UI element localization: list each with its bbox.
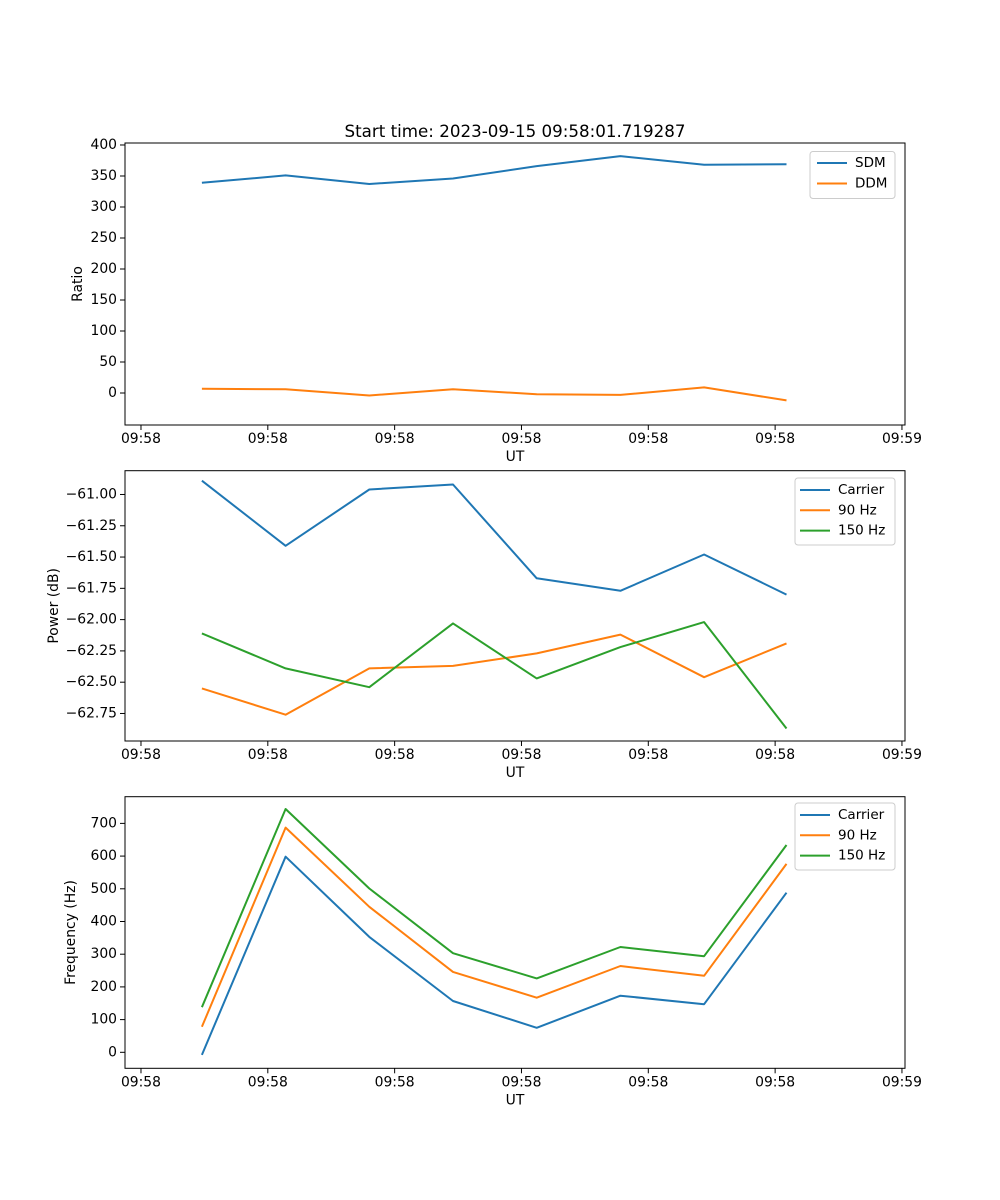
frequency-x-axis-label: UT bbox=[506, 1092, 525, 1108]
frequency-series-150-hz-line bbox=[200, 808, 788, 1008]
y-tick-label: 400 bbox=[90, 137, 117, 153]
figure-title: Start time: 2023-09-15 09:58:01.719287 bbox=[344, 121, 686, 141]
y-tick-label: 300 bbox=[90, 946, 117, 962]
y-tick-label: −62.75 bbox=[66, 705, 117, 721]
power-series-90-hz-line bbox=[201, 633, 787, 716]
y-tick-label: 500 bbox=[90, 881, 117, 897]
power-legend: Carrier 90 Hz 150 Hz bbox=[794, 477, 896, 546]
frequency-series-carrier-line bbox=[200, 855, 788, 1056]
frequency-y-axis-label: Frequency (Hz) bbox=[63, 880, 79, 985]
y-tick-label: −62.25 bbox=[66, 643, 117, 659]
y-tick-label: −62.00 bbox=[66, 612, 117, 628]
x-tick-label: 09:58 bbox=[375, 747, 415, 763]
y-tick-label: 400 bbox=[90, 913, 117, 929]
y-tick-label: −61.50 bbox=[66, 549, 117, 565]
x-tick-label: 09:58 bbox=[121, 1074, 161, 1090]
x-tick-label: 09:58 bbox=[628, 1074, 668, 1090]
power-x-axis: 09:58 09:58 09:58 09:58 09:58 09:58 09:59 UT bbox=[121, 741, 922, 781]
x-tick-label: 09:58 bbox=[375, 1074, 415, 1090]
frequency-legend-box bbox=[794, 802, 896, 871]
y-tick-label: 200 bbox=[90, 979, 117, 995]
y-tick-label: −61.25 bbox=[66, 518, 117, 534]
x-tick-label: 09:58 bbox=[248, 431, 288, 447]
ratio-y-axis-label: Ratio bbox=[70, 266, 86, 302]
y-tick-label: 250 bbox=[90, 230, 117, 246]
x-tick-label: 09:58 bbox=[755, 431, 795, 447]
frequency-chart: 09:58 09:58 09:58 09:58 09:58 09:58 09:59 UT 0 10… bbox=[63, 796, 922, 1108]
y-tick-label: 600 bbox=[90, 848, 117, 864]
x-tick-label: 09:58 bbox=[121, 431, 161, 447]
y-tick-label: −62.50 bbox=[66, 674, 117, 690]
ratio-chart: 09:58 09:58 09:58 09:58 09:58 09:58 09:59 UT 0 50… bbox=[70, 137, 922, 465]
power-y-axis-label: Power (dB) bbox=[46, 568, 62, 644]
y-tick-label: 0 bbox=[108, 1044, 117, 1060]
ratio-x-axis-label: UT bbox=[506, 449, 525, 465]
x-tick-label: 09:58 bbox=[755, 1074, 795, 1090]
y-tick-label: 50 bbox=[99, 354, 117, 370]
power-y-axis: −61.00 −61.25 −61.50 −61.75 −62.00 −62.25 −62.… bbox=[46, 486, 125, 721]
power-series-carrier-line bbox=[201, 479, 787, 596]
legend-label: 90 Hz bbox=[838, 502, 877, 518]
y-tick-label: 300 bbox=[90, 199, 117, 215]
x-tick-label: 09:58 bbox=[501, 431, 541, 447]
ratio-axes-frame bbox=[124, 142, 906, 426]
x-tick-label: 09:59 bbox=[882, 431, 922, 447]
power-series-150-hz-line bbox=[201, 621, 788, 730]
legend-label: 150 Hz bbox=[838, 848, 885, 864]
ratio-x-axis: 09:58 09:58 09:58 09:58 09:58 09:58 09:59 UT bbox=[121, 425, 922, 465]
power-legend-box bbox=[794, 477, 896, 546]
x-tick-label: 09:59 bbox=[882, 1074, 922, 1090]
frequency-legend: Carrier 90 Hz 150 Hz bbox=[794, 802, 896, 871]
legend-label: Carrier bbox=[838, 482, 885, 498]
legend-label: 150 Hz bbox=[838, 523, 885, 539]
legend-label: DDM bbox=[855, 176, 887, 192]
legend-label: SDM bbox=[855, 155, 886, 171]
frequency-x-axis: 09:58 09:58 09:58 09:58 09:58 09:58 09:59 UT bbox=[121, 1068, 922, 1108]
x-tick-label: 09:58 bbox=[248, 1074, 288, 1090]
frequency-axes-frame bbox=[124, 796, 906, 1069]
x-tick-label: 09:58 bbox=[375, 431, 415, 447]
ratio-y-axis: 0 50 100 150 200 250 300 350 400 Ratio bbox=[70, 137, 125, 401]
y-tick-label: 700 bbox=[90, 815, 117, 831]
power-x-axis-label: UT bbox=[506, 765, 525, 781]
x-tick-label: 09:58 bbox=[628, 431, 668, 447]
ratio-legend: SDM DDM bbox=[809, 151, 896, 199]
legend-label: Carrier bbox=[838, 807, 885, 823]
ratio-series-sdm-line bbox=[201, 155, 787, 185]
power-axes-frame bbox=[124, 470, 906, 742]
x-tick-label: 09:59 bbox=[882, 747, 922, 763]
x-tick-label: 09:58 bbox=[248, 747, 288, 763]
x-tick-label: 09:58 bbox=[628, 747, 668, 763]
ratio-series-ddm-line bbox=[201, 386, 787, 402]
frequency-y-axis: 0 100 200 300 400 500 600 700 Frequency (Hz) bbox=[63, 815, 125, 1060]
y-tick-label: 100 bbox=[90, 323, 117, 339]
y-tick-label: −61.75 bbox=[66, 580, 117, 596]
y-tick-label: 150 bbox=[90, 292, 117, 308]
y-tick-label: 200 bbox=[90, 261, 117, 277]
x-tick-label: 09:58 bbox=[501, 747, 541, 763]
power-chart: 09:58 09:58 09:58 09:58 09:58 09:58 09:59 UT −61… bbox=[46, 470, 922, 781]
y-tick-label: 0 bbox=[108, 385, 117, 401]
y-tick-label: −61.00 bbox=[66, 486, 117, 502]
y-tick-label: 100 bbox=[90, 1012, 117, 1028]
x-tick-label: 09:58 bbox=[755, 747, 795, 763]
legend-label: 90 Hz bbox=[838, 827, 877, 843]
frequency-series-90-hz-line bbox=[200, 826, 788, 1028]
x-tick-label: 09:58 bbox=[501, 1074, 541, 1090]
x-tick-label: 09:58 bbox=[121, 747, 161, 763]
y-tick-label: 350 bbox=[90, 168, 117, 184]
